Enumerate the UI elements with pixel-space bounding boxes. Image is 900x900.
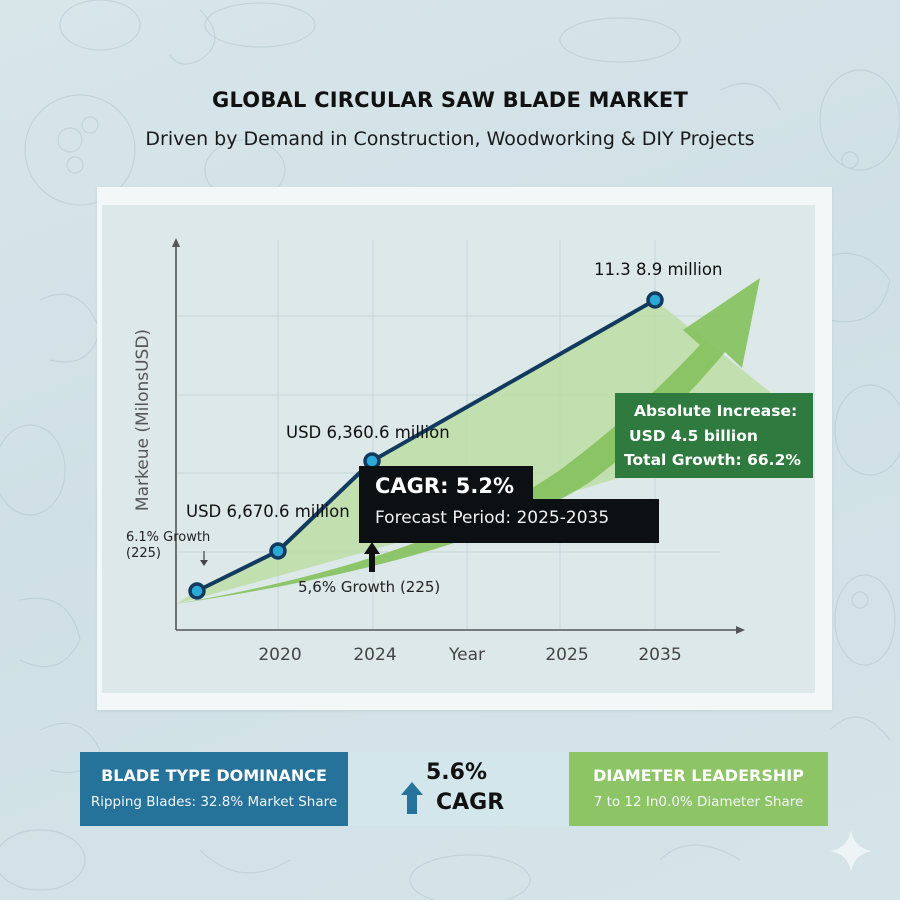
absolute-increase-box: Absolute Increase: USD 4.5 billion Total… bbox=[615, 393, 813, 478]
marker-start bbox=[188, 582, 206, 600]
blade-type-subtitle: Ripping Blades: 32.8% Market Share bbox=[90, 794, 338, 810]
market-value-line bbox=[196, 298, 656, 593]
page-subtitle: Driven by Demand in Construction, Woodwo… bbox=[145, 128, 755, 150]
marker-2020 bbox=[269, 542, 287, 560]
cagr-value: 5.6% bbox=[426, 760, 488, 785]
cagr-callout-subtitle: Forecast Period: 2025-2035 bbox=[375, 508, 610, 528]
point-label-2035: 11.3 8.9 million bbox=[594, 260, 723, 279]
up-arrow-icon bbox=[364, 542, 380, 572]
diameter-subtitle: 7 to 12 In0.0% Diameter Share bbox=[593, 794, 804, 810]
absolute-increase-value: USD 4.5 billion bbox=[629, 427, 758, 445]
green-area bbox=[176, 300, 770, 604]
axes bbox=[172, 238, 745, 634]
cagr-label: CAGR bbox=[436, 790, 505, 815]
y-axis-label: Markeue (MilonsUSD) bbox=[133, 328, 153, 512]
left-growth-annotation: 6.1% Growth bbox=[126, 530, 211, 545]
data-markers bbox=[188, 291, 664, 600]
blade-type-title: BLADE TYPE DOMINANCE bbox=[101, 766, 327, 785]
down-arrow-icon bbox=[200, 551, 208, 566]
x-tick-2025: 2025 bbox=[545, 645, 589, 665]
x-axis-title: Year bbox=[449, 645, 485, 665]
point-label-2024: USD 6,360.6 million bbox=[286, 423, 450, 442]
up-arrow-icon bbox=[401, 782, 423, 814]
total-growth-value: Total Growth: 66.2% bbox=[624, 451, 801, 469]
x-tick-2024: 2024 bbox=[353, 645, 397, 665]
diameter-card: DIAMETER LEADERSHIP 7 to 12 In0.0% Diame… bbox=[569, 752, 828, 826]
diameter-title: DIAMETER LEADERSHIP bbox=[593, 766, 804, 785]
cagr-callout: CAGR: 5.2% Forecast Period: 2025-2035 bbox=[359, 466, 659, 543]
left-growth-annotation-year: (225) bbox=[126, 546, 161, 561]
blade-type-card: BLADE TYPE DOMINANCE Ripping Blades: 32.… bbox=[80, 752, 348, 826]
cagr-card: 5.6% CAGR bbox=[348, 752, 570, 826]
x-tick-2035: 2035 bbox=[638, 645, 682, 665]
sparkle-icon bbox=[830, 830, 872, 872]
absolute-increase-label: Absolute Increase: bbox=[634, 402, 798, 420]
page-title: GLOBAL CIRCULAR SAW BLADE MARKET bbox=[212, 88, 688, 112]
mid-growth-annotation: 5,6% Growth (225) bbox=[298, 578, 441, 596]
marker-2035 bbox=[646, 291, 664, 309]
x-tick-2020: 2020 bbox=[258, 645, 302, 665]
cagr-callout-title: CAGR: 5.2% bbox=[375, 474, 515, 498]
point-label-2020: USD 6,670.6 million bbox=[186, 502, 350, 521]
